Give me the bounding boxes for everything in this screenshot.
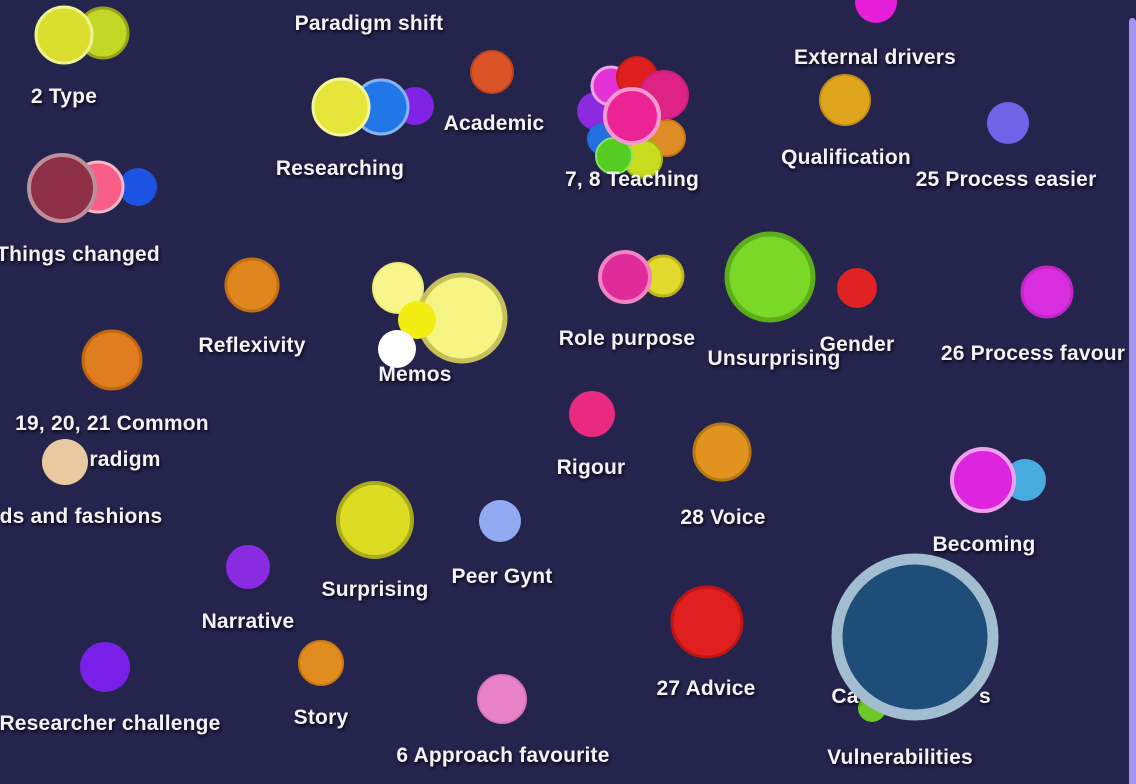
bubble-label: Role purpose <box>559 327 696 350</box>
bubble-label: Academic <box>444 112 545 135</box>
bubble-group-paradigm-partial: radigm <box>42 439 160 485</box>
bubble[interactable] <box>470 50 514 94</box>
bubble-label: 26 Process favour <box>941 342 1125 365</box>
bubble[interactable] <box>224 257 280 313</box>
bubble-label: 2 Type <box>31 85 97 108</box>
bubble-label: Narrative <box>202 610 295 633</box>
bubble[interactable] <box>987 102 1029 144</box>
bubble-label: Memos <box>378 363 451 386</box>
bubble-label: Story <box>294 706 349 729</box>
bubble-label: Peer Gynt <box>451 565 552 588</box>
bubble[interactable] <box>1004 459 1046 501</box>
bubble-group-gender: Gender <box>820 268 895 356</box>
bubble-group-27-advice: 27 Advice <box>656 585 755 700</box>
bubble[interactable] <box>298 640 344 686</box>
bubble-label: Surprising <box>321 578 428 601</box>
bubble-label: Becoming <box>932 533 1035 556</box>
bubble-group-26-process-favour: 26 Process favour <box>941 265 1125 365</box>
bubble-label: Paradigm shift <box>295 12 444 35</box>
bubble[interactable] <box>950 447 1016 513</box>
bubble-group-vulnerabilities: Vulnerabilities <box>827 553 999 769</box>
bubble-group-narrative: Narrative <box>202 545 295 633</box>
bubble-group-external-drivers: External drivers <box>794 0 956 69</box>
bubble[interactable] <box>34 5 94 65</box>
bubble-label: 19, 20, 21 Common <box>15 412 209 435</box>
bubble[interactable] <box>603 87 661 145</box>
bubble[interactable] <box>1020 265 1074 319</box>
bubble[interactable] <box>837 268 877 308</box>
bubble[interactable] <box>724 231 816 323</box>
bubble-group-6-approach-favourite: 6 Approach favourite <box>396 674 609 767</box>
bubble-group-surprising: Surprising <box>321 481 428 601</box>
bubble[interactable] <box>479 500 521 542</box>
bubble[interactable] <box>598 250 652 304</box>
bubble-label: Gender <box>820 333 895 356</box>
bubble[interactable] <box>398 301 436 339</box>
bubble-label: 25 Process easier <box>916 168 1097 191</box>
bubble-label: Reflexivity <box>198 334 305 357</box>
bubble-group-researching: Researching <box>276 77 434 180</box>
bubble-group-story: Story <box>294 640 349 729</box>
bubble-label: radigm <box>89 448 160 471</box>
bubble-group-28-voice: 28 Voice <box>680 422 765 529</box>
bubble-group-peer-gynt: Peer Gynt <box>451 500 552 588</box>
bubble[interactable] <box>42 439 88 485</box>
bubble[interactable] <box>81 329 143 391</box>
bubble-label: External drivers <box>794 46 956 69</box>
bubble-label: Qualification <box>781 146 911 169</box>
bubble[interactable] <box>336 481 414 559</box>
bubble-label: 28 Voice <box>680 506 765 529</box>
bubble-group-rigour: Rigour <box>557 391 626 479</box>
bubble-label: 27 Advice <box>656 677 755 700</box>
bubble-label: 7, 8 Teaching <box>565 168 699 191</box>
bubble-group-unsurprising: Unsurprising <box>707 231 840 370</box>
bubble[interactable] <box>311 77 371 137</box>
bubble-group-reflexivity: Reflexivity <box>198 257 306 357</box>
bubble-label: Researcher challenge <box>0 712 221 735</box>
bubble-group-academic: Academic <box>444 50 545 135</box>
bubble-group-researcher-challenge: Researcher challenge <box>0 642 221 735</box>
bubble-label: Researching <box>276 157 404 180</box>
bubble-group-role-purpose: Role purpose <box>559 250 696 350</box>
bubble-group-2-type: 2 Type <box>31 5 130 108</box>
bubble-group-paradigm-shift: Paradigm shift <box>295 12 444 35</box>
bubble-group-qualification: Qualification <box>781 74 911 169</box>
bubble[interactable] <box>378 330 416 368</box>
bubble[interactable] <box>692 422 752 482</box>
bubble-label: 6 Approach favourite <box>396 744 609 767</box>
bubble-label: Rigour <box>557 456 626 479</box>
bubble-group-becoming: Becoming <box>932 447 1046 556</box>
bubble[interactable] <box>670 585 744 659</box>
bubble[interactable] <box>819 74 871 126</box>
bubble-label: ds and fashions <box>0 505 162 528</box>
bubble[interactable] <box>372 262 424 314</box>
bubble[interactable] <box>80 642 130 692</box>
bubble[interactable] <box>477 674 527 724</box>
bubble[interactable] <box>569 391 615 437</box>
bubble-group-memos: Memos <box>372 262 508 386</box>
bubble[interactable] <box>27 153 97 223</box>
bubble[interactable] <box>226 545 270 589</box>
bubble-group-teaching-7-8: 7, 8 Teaching <box>565 56 699 191</box>
bubble-label: Things changed <box>0 243 160 266</box>
bubble-group-25-process-easier: 25 Process easier <box>916 102 1097 191</box>
bubble[interactable] <box>831 553 999 721</box>
panel-edge-strip <box>1129 18 1136 784</box>
bubble-group-fashions: ds and fashions <box>0 505 162 528</box>
bubble-label: s <box>979 685 991 708</box>
bubble-label: Unsurprising <box>707 347 840 370</box>
bubble-label: Vulnerabilities <box>827 746 973 769</box>
bubble[interactable] <box>119 168 157 206</box>
bubble-group-things-changed: Things changed <box>0 153 160 266</box>
bubble-group-19-20-21-common: 19, 20, 21 Common <box>15 329 209 435</box>
bubble[interactable] <box>855 0 897 23</box>
